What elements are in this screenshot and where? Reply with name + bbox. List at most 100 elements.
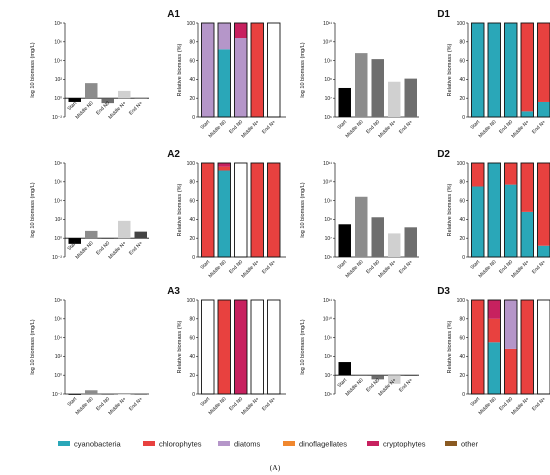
biomass-tick-label: 10⁴ <box>54 58 62 64</box>
relative-tick-label: 80 <box>459 40 465 46</box>
biomass-category-label: Start <box>66 396 78 408</box>
relative-tick-label: 100 <box>457 21 466 27</box>
relative-bar-cyanobacteria <box>471 23 484 117</box>
biomass-tick-label: 10¹⁰ <box>323 180 332 186</box>
biomass-bar-end-n0 <box>371 375 384 380</box>
biomass-tick-label: 10⁰ <box>54 373 62 379</box>
biomass-y-axis-title: log 10 biomass (mg/L) <box>300 42 306 97</box>
relative-tick-label: 60 <box>459 335 465 341</box>
relative-y-axis-title: Relative biomass (%) <box>177 43 183 96</box>
biomass-category-label: End N+ <box>128 240 144 256</box>
relative-y-axis-title: Relative biomass (%) <box>447 183 453 236</box>
relative-category-label: End N+ <box>531 396 547 412</box>
relative-bar-outline <box>267 22 281 118</box>
relative-bar-cyanobacteria <box>218 49 231 117</box>
panel-label: A2 <box>167 149 180 160</box>
relative-bar-outline <box>201 299 215 395</box>
relative-bar-outline <box>487 299 501 395</box>
biomass-tick-label: 10⁶ <box>54 40 62 46</box>
relative-bar-cyanobacteria <box>504 184 517 257</box>
relative-tick-label: 20 <box>459 96 465 102</box>
relative-tick-label: 80 <box>459 180 465 186</box>
biomass-tick-label: 10¹¹ <box>323 161 332 167</box>
relative-bar-chlorophytes <box>504 163 517 185</box>
relative-bar-diatoms <box>504 300 517 349</box>
biomass-bar-start <box>68 394 81 395</box>
relative-bar-chlorophytes <box>521 163 534 212</box>
relative-tick-label: 20 <box>459 373 465 379</box>
relative-bar-outline <box>234 299 248 395</box>
relative-y-axis-title: Relative biomass (%) <box>447 320 453 373</box>
biomass-tick-label: 10⁶ <box>324 255 332 261</box>
relative-bar-chlorophytes <box>251 23 264 117</box>
relative-category-label: Middle N+ <box>510 396 530 416</box>
biomass-tick-label: 10⁶ <box>54 180 62 186</box>
relative-y-axis-title: Relative biomass (%) <box>447 43 453 96</box>
relative-bar-outline <box>234 22 248 118</box>
biomass-tick-label: 10⁸ <box>324 354 332 360</box>
relative-bar-outline <box>504 162 518 258</box>
biomass-tick-label: 10⁸ <box>324 217 332 223</box>
relative-bar-outline <box>217 299 231 395</box>
relative-tick-label: 100 <box>457 161 466 167</box>
relative-tick-label: 0 <box>192 255 195 261</box>
relative-tick-label: 20 <box>189 373 195 379</box>
relative-tick-label: 100 <box>457 298 466 304</box>
legend-swatch-dinoflagellates <box>283 441 295 446</box>
biomass-category-label: Middle N0 <box>345 259 365 279</box>
figure-caption: (A) <box>270 463 281 472</box>
relative-tick-label: 0 <box>462 115 465 121</box>
biomass-category-label: Start <box>336 377 348 389</box>
relative-tick-label: 60 <box>189 198 195 204</box>
biomass-tick-label: 10⁸ <box>54 21 62 27</box>
relative-bar-outline <box>250 22 264 118</box>
relative-bar-chlorophytes <box>218 300 231 394</box>
biomass-y-axis-title: log 10 biomass (mg/L) <box>30 319 36 374</box>
relative-bar-chlorophytes <box>521 300 534 394</box>
relative-tick-label: 0 <box>192 392 195 398</box>
biomass-bar-middle-n0 <box>85 230 98 239</box>
biomass-bar-start <box>68 98 81 102</box>
legend-swatch-cryptophytes <box>367 441 379 446</box>
biomass-tick-label: 10⁰ <box>54 96 62 102</box>
biomass-bar-end-n0 <box>101 394 114 395</box>
biomass-category-label: Middle N0 <box>345 377 365 397</box>
biomass-y-axis-title: log 10 biomass (mg/L) <box>300 182 306 237</box>
legend-label-chlorophytes: chlorophytes <box>159 440 202 449</box>
biomass-bar-start <box>338 87 351 117</box>
relative-category-label: Middle N+ <box>240 119 260 139</box>
biomass-bar-end-n- <box>134 98 147 99</box>
relative-tick-label: 40 <box>189 354 195 360</box>
panel-label: A1 <box>167 9 180 20</box>
relative-tick-label: 0 <box>462 255 465 261</box>
relative-bar-chlorophytes <box>201 163 214 257</box>
relative-category-label: Middle N0 <box>208 259 228 279</box>
biomass-tick-label: 10⁴ <box>54 198 62 204</box>
biomass-bar-end-n- <box>134 231 147 239</box>
biomass-tick-label: 10² <box>55 354 63 360</box>
relative-bar-cyanobacteria <box>218 170 231 257</box>
relative-bar-cyanobacteria <box>521 211 534 257</box>
relative-category-label: Middle N0 <box>208 119 228 139</box>
legend-label-dinoflagellates: dinoflagellates <box>299 440 347 449</box>
relative-tick-label: 0 <box>462 392 465 398</box>
biomass-bar-end-n- <box>404 227 417 257</box>
relative-tick-label: 40 <box>459 77 465 83</box>
relative-tick-label: 60 <box>459 198 465 204</box>
relative-bar-cryptophytes <box>234 300 247 394</box>
relative-tick-label: 80 <box>459 317 465 323</box>
relative-tick-label: 40 <box>189 217 195 223</box>
relative-bar-outline <box>520 22 534 118</box>
panel-label: A3 <box>167 286 180 297</box>
biomass-category-label: End N+ <box>398 259 414 275</box>
relative-tick-label: 40 <box>459 217 465 223</box>
biomass-tick-label: 10⁹ <box>324 198 332 204</box>
relative-category-label: Middle N+ <box>510 119 530 139</box>
legend: cyanobacteria chlorophytes diatoms dinoflag… <box>58 440 479 449</box>
biomass-category-label: End N+ <box>128 396 144 412</box>
relative-bar-outline <box>504 22 518 118</box>
